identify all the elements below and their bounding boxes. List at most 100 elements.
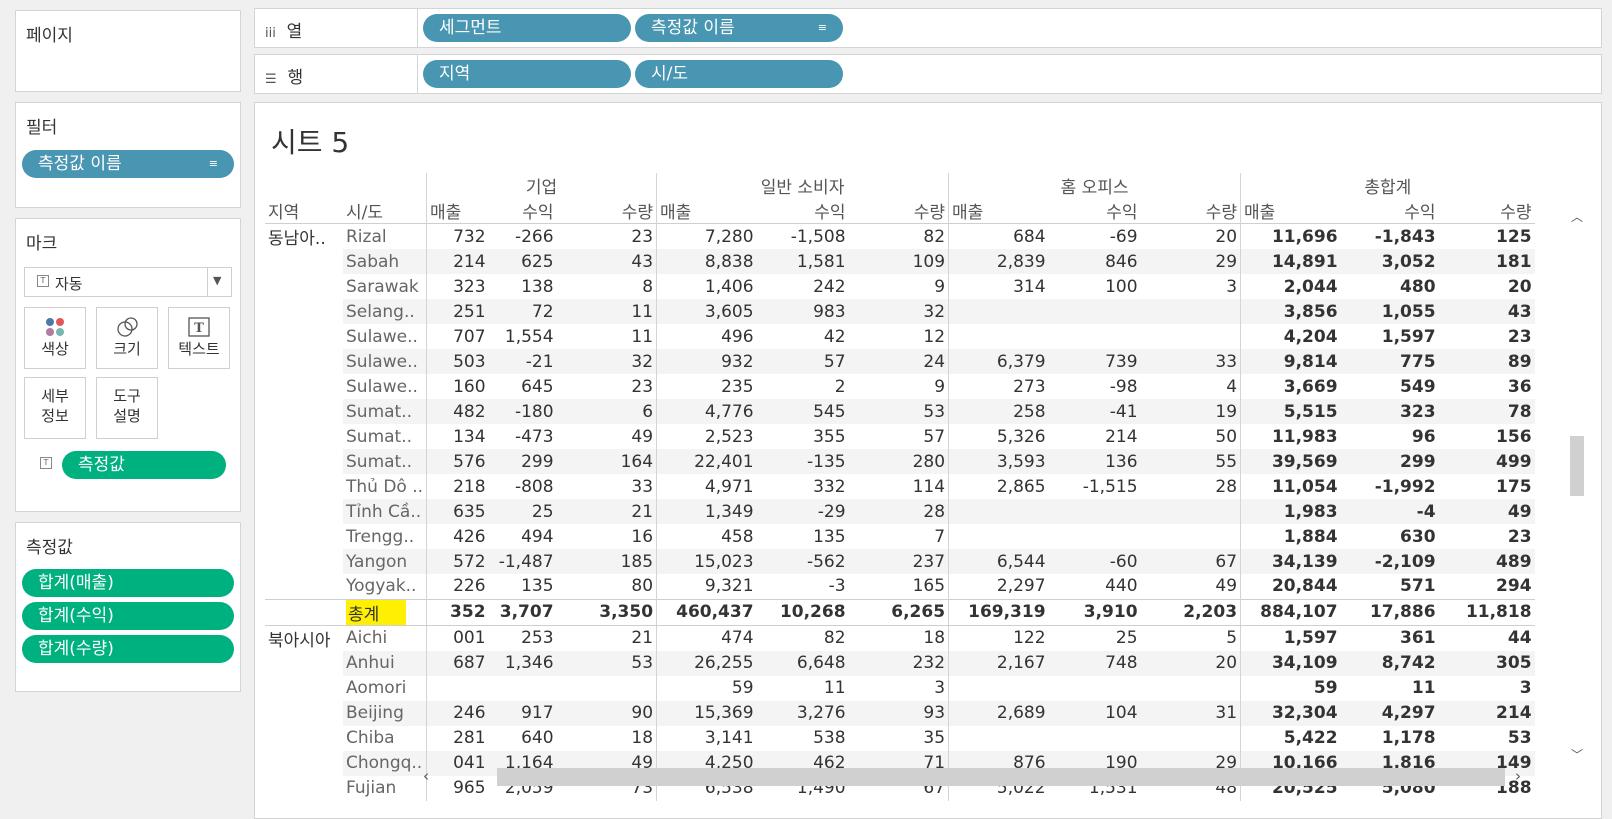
- value-cell[interactable]: 57: [756, 349, 849, 374]
- value-cell[interactable]: 93: [848, 700, 949, 726]
- region-cell[interactable]: 북아시아: [268, 630, 331, 651]
- value-cell[interactable]: 2,865: [948, 474, 1049, 499]
- value-cell[interactable]: 3: [1226, 276, 1238, 297]
- value-cell[interactable]: 55: [1140, 449, 1241, 474]
- measure-header[interactable]: 수량: [621, 203, 654, 223]
- value-cell[interactable]: 1,597: [1381, 326, 1436, 347]
- value-cell[interactable]: 25: [488, 499, 557, 524]
- scroll-down-icon[interactable]: ﹀: [1571, 748, 1584, 762]
- value-cell[interactable]: 8: [642, 276, 654, 297]
- value-cell[interactable]: 9: [934, 376, 946, 397]
- value-cell[interactable]: 246: [426, 700, 489, 726]
- value-cell[interactable]: 78: [1438, 399, 1535, 424]
- value-cell[interactable]: [948, 324, 1049, 349]
- value-cell[interactable]: 11: [631, 326, 654, 347]
- value-cell[interactable]: 214: [1105, 426, 1138, 447]
- value-cell[interactable]: 43: [1438, 299, 1535, 324]
- value-cell[interactable]: 35: [923, 728, 946, 748]
- value-cell[interactable]: 2,297: [948, 574, 1049, 599]
- value-cell[interactable]: 28: [848, 499, 949, 524]
- value-cell[interactable]: 1,346: [488, 650, 557, 676]
- value-cell[interactable]: 20: [1507, 276, 1532, 297]
- region-cell[interactable]: [265, 299, 343, 324]
- vertical-scrollbar[interactable]: ︿ ﹀: [1567, 208, 1587, 763]
- value-cell[interactable]: 1,884: [1240, 524, 1341, 549]
- value-cell[interactable]: 11: [823, 678, 846, 698]
- value-cell[interactable]: 1,983: [1240, 499, 1341, 524]
- value-cell[interactable]: 8,742: [1340, 650, 1439, 676]
- value-cell[interactable]: 218: [426, 474, 489, 499]
- value-cell[interactable]: 253: [521, 628, 554, 648]
- value-cell[interactable]: 1,581: [756, 249, 849, 274]
- value-cell[interactable]: 18: [631, 728, 654, 748]
- value-cell[interactable]: 482: [426, 399, 489, 424]
- value-cell[interactable]: 109: [848, 249, 949, 274]
- state-cell[interactable]: Sumat..: [343, 449, 427, 474]
- value-cell[interactable]: 33: [1140, 349, 1241, 374]
- value-cell[interactable]: 9: [934, 276, 946, 297]
- value-cell[interactable]: 122: [948, 625, 1049, 651]
- value-cell[interactable]: 5: [1226, 628, 1238, 648]
- region-cell[interactable]: [265, 549, 343, 574]
- region-cell[interactable]: [265, 776, 343, 801]
- total-label-cell[interactable]: 총계: [343, 598, 427, 626]
- state-cell[interactable]: Sumat..: [343, 399, 427, 424]
- value-cell[interactable]: 134: [426, 424, 489, 449]
- value-cell[interactable]: 630: [1400, 526, 1436, 547]
- mark-type-select[interactable]: T 자동 ▼: [24, 267, 232, 297]
- segment-header[interactable]: 홈 오피스: [948, 173, 1241, 198]
- total-value-cell[interactable]: 3,910: [1048, 598, 1141, 626]
- state-cell[interactable]: Yangon: [343, 549, 427, 574]
- value-cell[interactable]: 251: [426, 299, 489, 324]
- value-cell[interactable]: [1049, 524, 1141, 549]
- value-cell[interactable]: [1049, 324, 1141, 349]
- value-cell[interactable]: 20: [1215, 226, 1238, 247]
- value-cell[interactable]: 739: [1048, 349, 1141, 374]
- value-cell[interactable]: 001: [426, 625, 489, 651]
- value-cell[interactable]: 44: [1507, 628, 1532, 648]
- value-cell[interactable]: 3,141: [656, 725, 757, 751]
- value-cell[interactable]: 33: [631, 476, 654, 497]
- value-cell[interactable]: 2,523: [656, 424, 757, 449]
- value-cell[interactable]: [948, 499, 1049, 524]
- column-pill-measure-names[interactable]: 측정값 이름 ≡: [635, 14, 843, 42]
- measure-header[interactable]: 수량: [913, 203, 946, 223]
- value-cell[interactable]: 53: [556, 650, 657, 676]
- value-cell[interactable]: 34,109: [1240, 650, 1341, 676]
- value-cell[interactable]: 237: [848, 549, 949, 574]
- value-cell[interactable]: 49: [1438, 499, 1535, 524]
- value-cell[interactable]: 181: [1438, 249, 1535, 274]
- value-cell[interactable]: 3,669: [1240, 374, 1341, 399]
- value-cell[interactable]: 59: [1240, 675, 1341, 701]
- value-cell[interactable]: 165: [912, 576, 946, 597]
- value-cell[interactable]: 28: [1215, 476, 1238, 497]
- state-cell[interactable]: Aomori: [346, 678, 407, 698]
- value-cell[interactable]: 281: [426, 725, 489, 751]
- scroll-right-icon[interactable]: ›: [1515, 767, 1521, 785]
- value-cell[interactable]: 258: [948, 399, 1049, 424]
- value-cell[interactable]: -1,515: [1082, 476, 1138, 497]
- region-cell[interactable]: [265, 449, 343, 474]
- value-cell[interactable]: 72: [488, 299, 557, 324]
- region-cell[interactable]: [265, 676, 343, 701]
- value-cell[interactable]: 549: [1400, 376, 1436, 397]
- value-cell[interactable]: 164: [556, 449, 657, 474]
- total-value-cell[interactable]: 169,319: [948, 598, 1049, 626]
- value-cell[interactable]: 24: [848, 349, 949, 374]
- value-cell[interactable]: 20,844: [1240, 574, 1341, 599]
- state-cell[interactable]: Aichi: [346, 628, 388, 648]
- value-cell[interactable]: -69: [1109, 226, 1138, 247]
- value-cell[interactable]: 6,648: [756, 650, 849, 676]
- value-cell[interactable]: 775: [1340, 349, 1439, 374]
- region-cell[interactable]: 동남아..: [268, 229, 326, 249]
- value-cell[interactable]: 49: [631, 426, 654, 447]
- state-cell[interactable]: Rizal: [346, 226, 387, 247]
- state-cell[interactable]: Sulawe..: [346, 326, 418, 347]
- rows-shelf[interactable]: ☰ 행 지역 시/도: [254, 54, 1602, 94]
- region-cell[interactable]: [265, 751, 343, 776]
- value-cell[interactable]: [948, 675, 1049, 701]
- state-cell[interactable]: Sabah: [343, 249, 427, 274]
- measure-header[interactable]: 매출: [948, 198, 1049, 224]
- value-cell[interactable]: 2,689: [948, 700, 1049, 726]
- value-cell[interactable]: 135: [813, 526, 846, 547]
